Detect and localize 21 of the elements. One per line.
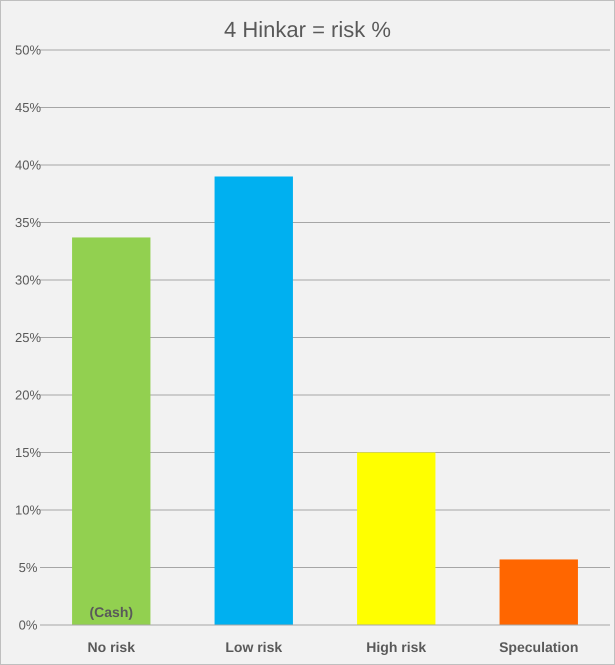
y-tick-label: 50% [14,42,42,58]
y-tick-label: 0% [18,618,38,633]
y-tick-label: 35% [14,215,42,230]
annotation: (Cash) [89,604,134,620]
x-tick-label: Low risk [225,639,282,655]
y-tick-label: 45% [14,100,42,116]
x-tick-label: No risk [88,639,136,655]
bar [357,452,436,625]
bar [214,176,293,625]
y-tick-label: 10% [14,502,42,518]
y-tick-label: 15% [14,445,42,460]
y-tick-label: 25% [14,330,42,346]
y-tick-label: 30% [14,272,42,288]
y-tick-label: 5% [18,560,38,576]
y-tick-label: 40% [14,158,42,173]
x-tick-label: Speculation [499,639,578,655]
x-tick-label: High risk [366,639,426,655]
bar [500,559,578,625]
y-tick-label: 20% [14,388,42,403]
bar [72,237,150,625]
chart-title: 4 Hinkar = risk % [224,17,391,42]
